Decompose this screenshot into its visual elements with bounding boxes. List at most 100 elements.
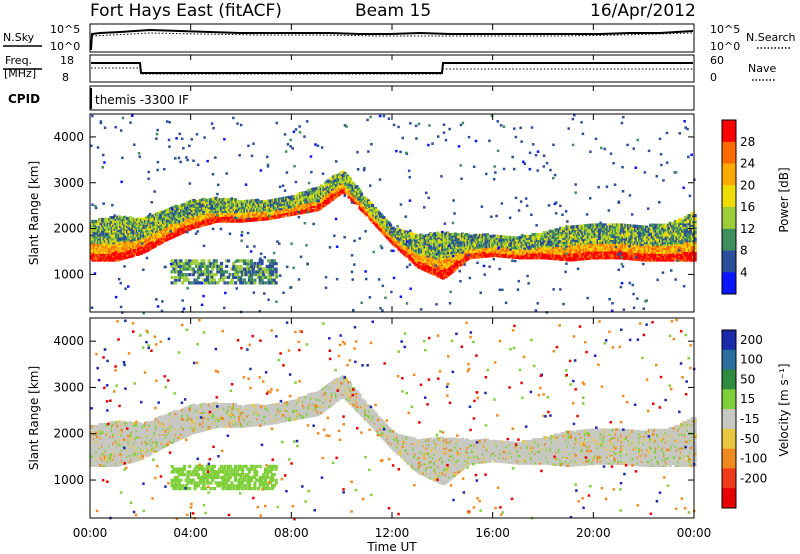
range-gate-cell <box>202 211 206 215</box>
power-heatmap <box>90 114 697 315</box>
range-gate-cell <box>113 223 117 227</box>
range-gate-cell <box>340 190 344 194</box>
cpid-label: CPID <box>8 92 40 106</box>
range-gate-cell <box>95 246 99 250</box>
range-gate-cell <box>286 203 290 207</box>
range-gate-cell <box>206 208 210 212</box>
range-gate-cell <box>229 213 233 217</box>
range-gate-cell <box>92 229 96 233</box>
range-gate-cell <box>214 204 218 208</box>
range-gate-cell <box>232 205 236 210</box>
range-gate-cell <box>348 177 352 181</box>
range-gate-cell <box>260 210 264 214</box>
range-gate-cell <box>517 240 521 244</box>
range-gate-cell <box>483 243 487 247</box>
range-gate-cell <box>304 206 308 210</box>
range-gate-cell <box>379 216 383 221</box>
range-gate-cell <box>263 200 267 204</box>
range-gate-cell <box>521 254 526 258</box>
range-gate-cell <box>314 204 318 208</box>
range-gate-cell <box>287 199 292 203</box>
range-gate-cell <box>526 252 530 256</box>
range-gate-cell <box>293 210 297 214</box>
range-gate-cell <box>202 207 206 211</box>
range-gate-cell <box>102 241 106 245</box>
range-gate-cell <box>516 238 520 242</box>
range-gate-cell <box>238 217 242 221</box>
range-gate-cell <box>135 233 139 237</box>
freq-trace <box>91 62 693 74</box>
range-gate-cell <box>508 239 512 243</box>
range-gate-cell <box>429 245 433 249</box>
range-gate-cell <box>236 205 240 210</box>
range-gate-cell <box>251 206 256 211</box>
range-gate-cell <box>530 248 534 252</box>
range-gate-cell <box>127 249 131 253</box>
range-gate-cell <box>303 196 307 201</box>
range-gate-cell <box>473 242 477 246</box>
range-gate-cell <box>117 244 121 248</box>
range-gate-cell <box>510 236 514 240</box>
range-gate-cell <box>437 237 441 242</box>
range-gate-cell <box>485 233 490 237</box>
date-title: 16/Apr/2012 <box>590 1 696 21</box>
range-gate-cell <box>299 191 303 196</box>
range-gate-cell <box>199 223 203 228</box>
range-gate-cell <box>131 228 135 233</box>
range-gate-cell <box>479 239 483 243</box>
beam-title: Beam 15 <box>355 1 431 21</box>
range-gate-cell <box>476 241 480 245</box>
range-gate-cell <box>532 248 537 252</box>
range-gate-cell <box>532 238 537 242</box>
range-gate-cell <box>250 201 254 205</box>
range-gate-cell <box>245 219 249 223</box>
range-gate-cell <box>106 243 110 247</box>
range-gate-cell <box>506 241 510 245</box>
range-gate-cell <box>258 202 263 206</box>
range-gate-cell <box>317 196 321 200</box>
range-gate-cell <box>92 223 96 227</box>
range-gate-cell <box>275 211 279 215</box>
nave-tick-bottom: 0 <box>710 71 717 84</box>
range-gate-cell <box>539 242 544 246</box>
range-gate-cell <box>308 203 312 207</box>
nsearch-tick-bottom: 10^0 <box>710 40 740 53</box>
range-gate-cell <box>102 246 106 250</box>
range-gate-cell <box>98 258 102 262</box>
range-gate-cell <box>517 244 521 248</box>
range-gate-cell <box>256 198 260 202</box>
range-gate-cell <box>156 235 160 239</box>
range-gate-cell <box>113 248 117 252</box>
range-gate-cell <box>245 201 249 205</box>
range-gate-cell <box>524 250 528 254</box>
range-gate-cell <box>530 252 534 256</box>
range-gate-cell <box>231 202 235 206</box>
range-gate-cell <box>260 215 264 219</box>
range-gate-cell <box>99 248 103 252</box>
station-title: Fort Hays East (fitACF) <box>90 1 282 21</box>
range-gate-cell <box>514 242 519 246</box>
range-gate-cell <box>303 204 307 208</box>
range-gate-cell <box>224 198 228 202</box>
range-gate-cell <box>137 252 141 256</box>
range-gate-cell <box>229 204 233 208</box>
range-gate-cell <box>99 221 103 225</box>
range-gate-cell <box>495 236 499 240</box>
range-gate-cell <box>348 187 352 191</box>
range-gate-cell <box>290 195 294 199</box>
range-gate-cell <box>523 236 527 240</box>
range-gate-cell <box>198 212 202 216</box>
range-gate-cell <box>480 237 484 241</box>
range-gate-cell <box>101 231 105 235</box>
range-gate-cell <box>312 187 317 191</box>
range-gate-cell <box>516 248 520 252</box>
range-gate-cell <box>512 247 516 252</box>
range-gate-cell <box>402 236 406 240</box>
range-gate-cell <box>539 250 544 254</box>
range-gate-cell <box>227 215 231 219</box>
range-gate-cell <box>441 276 445 280</box>
range-gate-cell <box>420 238 424 242</box>
range-gate-cell <box>99 246 103 250</box>
range-gate-cell <box>153 244 157 248</box>
